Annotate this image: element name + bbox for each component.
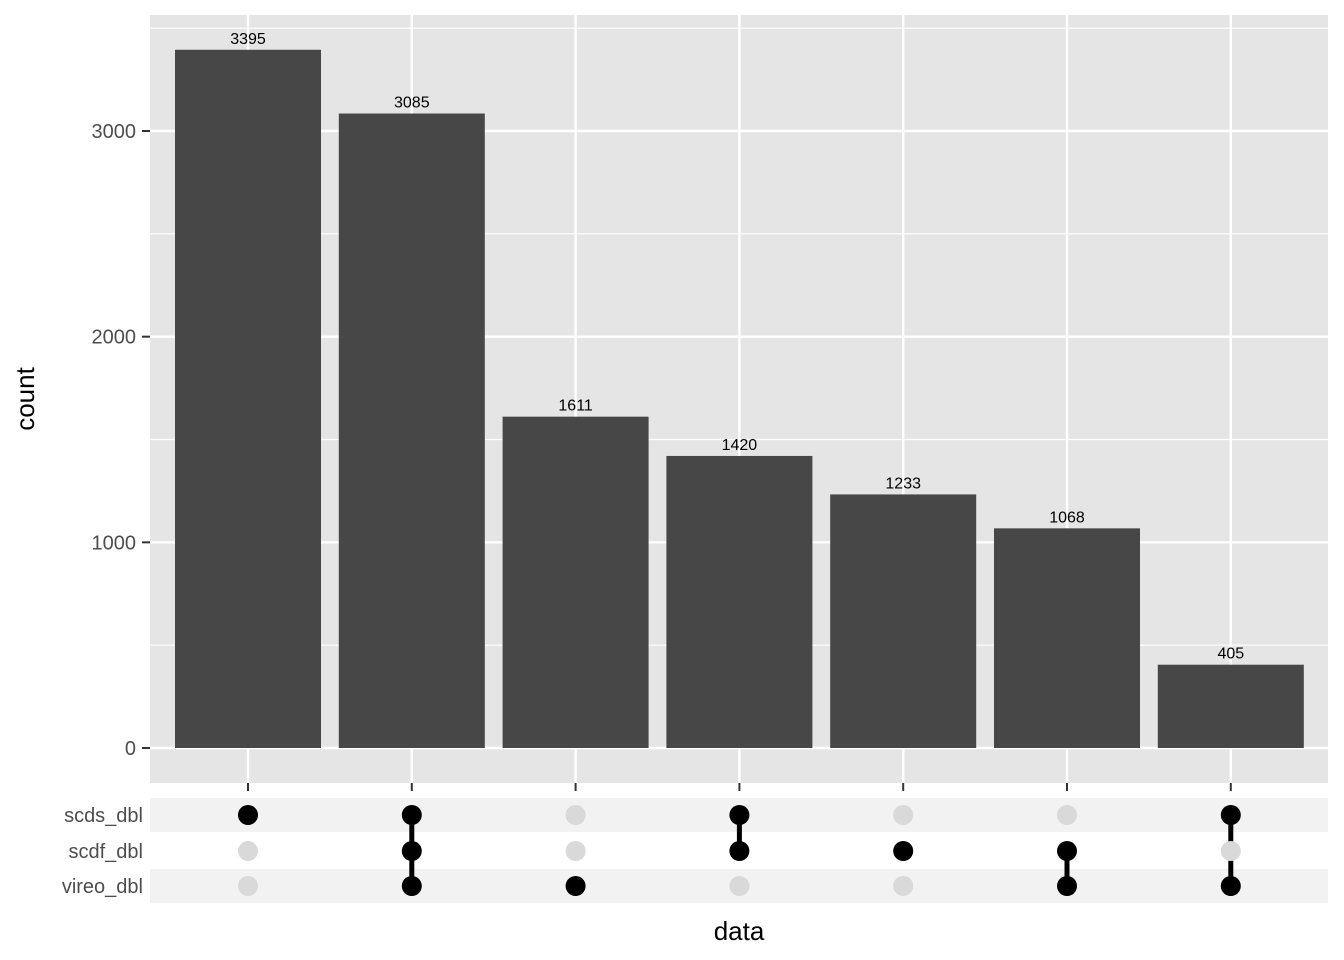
bar-value-label: 1233 xyxy=(885,475,921,492)
bar-value-label: 3395 xyxy=(230,31,266,48)
matrix-dot-inactive xyxy=(1220,841,1241,861)
bar-value-label: 3085 xyxy=(394,95,430,112)
bar xyxy=(666,455,813,748)
matrix-dot-active xyxy=(401,841,422,861)
matrix-dot-inactive xyxy=(893,805,914,825)
bar-value-label: 1420 xyxy=(722,437,758,454)
x-axis-ticks xyxy=(247,783,1232,791)
matrix-dot-inactive xyxy=(565,805,586,825)
matrix-dot-inactive xyxy=(238,841,258,861)
matrix-dot-inactive xyxy=(1057,805,1077,825)
set-label: vireo_dbl xyxy=(62,876,143,898)
matrix-dot-inactive xyxy=(893,876,914,896)
bar xyxy=(502,416,649,748)
matrix-dot-inactive xyxy=(565,841,586,861)
y-axis: 0 1000 2000 3000 xyxy=(92,121,150,760)
matrix-dot-active xyxy=(565,876,586,896)
matrix-dot-active xyxy=(729,805,750,825)
bar-value-label: 405 xyxy=(1217,646,1244,663)
y-tick-label: 1000 xyxy=(92,532,137,554)
matrix-dot-active xyxy=(1057,841,1077,861)
bars-layer: 3395 3085 1611 1420 1233 1068 405 xyxy=(175,31,1304,749)
bar xyxy=(994,528,1140,748)
matrix-dot-active xyxy=(401,876,422,896)
matrix-dot-active xyxy=(729,841,750,861)
matrix-dot-active xyxy=(893,841,914,861)
matrix-dot-active xyxy=(1220,876,1241,896)
matrix-dot-active xyxy=(1057,876,1077,896)
y-tick-label: 0 xyxy=(125,738,136,760)
y-tick-label: 2000 xyxy=(92,327,137,349)
y-tick-label: 3000 xyxy=(92,121,137,143)
matrix-dot-inactive xyxy=(729,876,750,896)
y-axis-title: count xyxy=(10,366,40,430)
set-label: scds_dbl xyxy=(64,805,143,827)
set-matrix: scds_dbl scdf_dbl vireo_dbl xyxy=(62,798,1328,903)
matrix-dot-active xyxy=(238,805,258,825)
x-axis-title: data xyxy=(714,916,765,946)
bar xyxy=(1157,664,1304,748)
bar-value-label: 1611 xyxy=(558,398,593,415)
bar xyxy=(830,494,977,748)
bar xyxy=(175,49,321,749)
matrix-dot-inactive xyxy=(238,876,258,896)
bar xyxy=(338,113,485,749)
matrix-dot-active xyxy=(1220,805,1241,825)
matrix-dot-active xyxy=(401,805,422,825)
set-label: scdf_dbl xyxy=(69,841,144,863)
bar-value-label: 1068 xyxy=(1049,509,1085,526)
